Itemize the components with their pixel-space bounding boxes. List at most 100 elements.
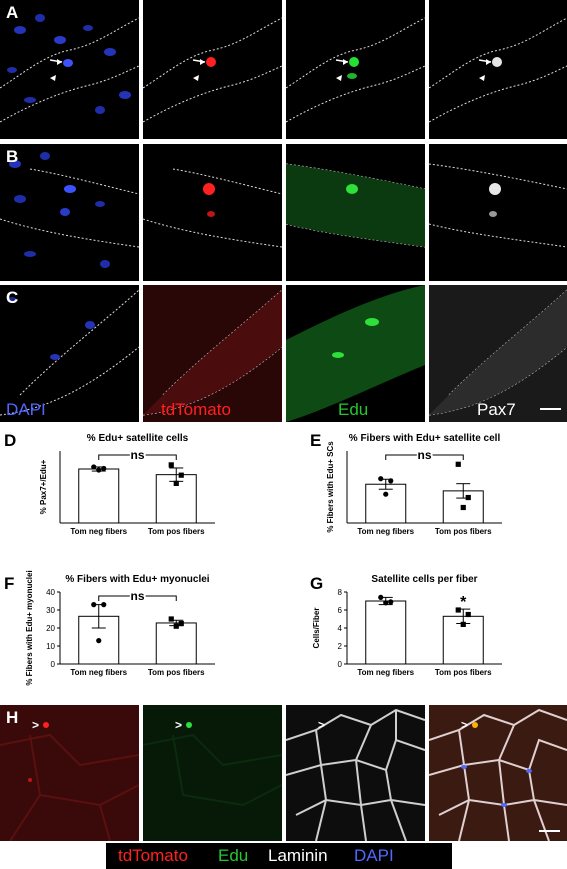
panel-b-tdtomato xyxy=(143,144,282,281)
chart-f-data-point xyxy=(101,602,107,608)
chart-g-data-point xyxy=(460,621,466,627)
chart-e-category-label: Tom pos fibers xyxy=(435,527,492,536)
channel-label-tdtomato: tdTomato xyxy=(161,400,231,419)
legend-h: tdTomato Edu Laminin DAPI xyxy=(106,843,452,869)
chart-e-significance-label: ns xyxy=(417,448,431,462)
svg-text:>: > xyxy=(461,718,468,732)
chart-g-data-point xyxy=(388,599,394,605)
tdtomato-section-h: > xyxy=(0,705,139,841)
chart-f-ytick-label: 40 xyxy=(46,588,55,597)
chart-f-fibers-edu-myonuclei: % Fibers with Edu+ myonuclei % Fibers wit… xyxy=(25,570,215,686)
svg-text:>: > xyxy=(318,718,325,732)
panel-a-tdtomato xyxy=(143,0,282,139)
chart-e-data-point xyxy=(465,494,471,501)
chart-g-ylabel: Cells/Fiber xyxy=(312,608,321,649)
panel-letter-a: A xyxy=(6,3,19,22)
pax7-micrograph-b xyxy=(429,163,567,248)
panel-b-edu xyxy=(286,144,425,281)
chart-d-significance-label: ns xyxy=(130,448,144,462)
chart-f-data-point xyxy=(91,602,97,608)
chart-f-ytick-label: 10 xyxy=(46,642,55,651)
panel-letter-b: B xyxy=(6,147,19,166)
laminin-section-h: > xyxy=(286,705,425,841)
tdtomato-micrograph-c xyxy=(143,285,282,422)
chart-d-bar xyxy=(78,468,120,524)
chart-g-satellite-cells-per-fiber: Satellite cells per fiber Cells/Fiber 0 2 4 6… xyxy=(312,574,502,677)
chart-g-ytick-label: 8 xyxy=(338,588,343,597)
chart-d-title: % Edu+ satellite cells xyxy=(87,433,189,444)
chart-d-ylabel: % Pax7+/Edu+ xyxy=(39,459,48,514)
chart-g-bar xyxy=(365,600,407,665)
panel-letter-h: H xyxy=(6,708,19,727)
chart-g-ytick-label: 4 xyxy=(338,624,343,633)
panel-letter-c: C xyxy=(6,288,19,307)
panel-letter-f: F xyxy=(4,574,15,593)
chart-e-data-point xyxy=(388,478,394,484)
channel-label-edu: Edu xyxy=(338,400,369,419)
chart-d-category-label: Tom pos fibers xyxy=(148,527,205,536)
legend-h-tdtomato: tdTomato xyxy=(118,846,188,865)
chart-g-significance-label: * xyxy=(460,594,467,611)
chart-f-data-point xyxy=(168,616,174,622)
panel-b-dapi: B xyxy=(0,144,139,281)
chart-g-category-label: Tom pos fibers xyxy=(435,668,492,677)
chart-f-category-label: Tom neg fibers xyxy=(70,668,127,677)
pax7-micrograph-a xyxy=(429,17,567,123)
chart-e-data-point xyxy=(378,476,384,482)
chart-g-data-point xyxy=(465,611,471,618)
chart-d-edu-satellite-cells: % Edu+ satellite cells % Pax7+/Edu+ Tom ne… xyxy=(39,433,215,536)
channel-label-pax7: Pax7 xyxy=(477,400,516,419)
chart-g-title: Satellite cells per fiber xyxy=(371,574,477,585)
svg-text:>: > xyxy=(32,718,39,732)
panel-a-dapi: A xyxy=(0,0,139,139)
chart-f-bar xyxy=(155,622,197,665)
channel-label-dapi: DAPI xyxy=(6,400,46,419)
legend-h-laminin: Laminin xyxy=(268,846,328,865)
chart-g-ytick-label: 0 xyxy=(338,660,343,669)
panel-a-edu xyxy=(286,0,425,139)
panel-h-tdtomato: > H xyxy=(0,705,139,841)
panel-c-tdtomato: tdTomato xyxy=(143,285,282,422)
chart-d-data-point xyxy=(91,464,97,470)
pax7-micrograph-c xyxy=(429,285,567,422)
chart-e-bar xyxy=(365,483,407,524)
tdtomato-micrograph-b xyxy=(143,168,282,248)
chart-d-data-point xyxy=(168,462,174,468)
panel-h-laminin: > xyxy=(286,705,425,841)
chart-f-category-label: Tom pos fibers xyxy=(148,668,205,677)
chart-f-data-point xyxy=(96,638,102,644)
chart-f-data-point xyxy=(178,620,184,627)
panel-c-edu: Edu xyxy=(286,285,425,422)
panel-a-pax7 xyxy=(429,0,567,139)
panel-letter-e: E xyxy=(310,431,322,450)
panel-b-pax7 xyxy=(429,144,567,281)
chart-d-data-point xyxy=(178,472,184,478)
chart-f-ytick-label: 30 xyxy=(46,606,55,615)
legend-h-dapi: DAPI xyxy=(354,846,394,865)
chart-d-data-point xyxy=(96,467,102,473)
chart-g-data-point xyxy=(455,607,461,613)
legend-h-edu: Edu xyxy=(218,846,249,865)
chart-e-significance-bracket xyxy=(385,454,464,460)
chart-g-data-point xyxy=(383,600,389,606)
chart-e-data-point xyxy=(460,504,466,511)
chart-g-data-point xyxy=(378,594,384,600)
chart-d-data-point xyxy=(173,480,179,486)
edu-micrograph-b xyxy=(286,163,425,248)
chart-g-category-label: Tom neg fibers xyxy=(357,668,414,677)
chart-e-category-label: Tom neg fibers xyxy=(357,527,414,536)
chart-f-ylabel: % Fibers with Edu+ myonuclei xyxy=(25,570,34,685)
panel-c-pax7: Pax7 xyxy=(429,285,567,422)
chart-e-title: % Fibers with Edu+ satellite cell xyxy=(349,433,501,444)
edu-micrograph-a xyxy=(286,17,425,123)
chart-f-title: % Fibers with Edu+ myonuclei xyxy=(65,574,209,585)
chart-f-significance-label: ns xyxy=(130,589,144,603)
panel-letter-g: G xyxy=(310,574,324,593)
panel-h-merge: > xyxy=(429,705,567,841)
chart-f-data-point xyxy=(173,623,179,629)
chart-e-data-point xyxy=(383,491,389,497)
chart-d-category-label: Tom neg fibers xyxy=(70,527,127,536)
chart-e-ylabel: % Fibers with Edu+ SCs xyxy=(326,441,335,533)
edu-micrograph-c xyxy=(286,285,425,422)
edu-section-h: > xyxy=(143,705,282,841)
